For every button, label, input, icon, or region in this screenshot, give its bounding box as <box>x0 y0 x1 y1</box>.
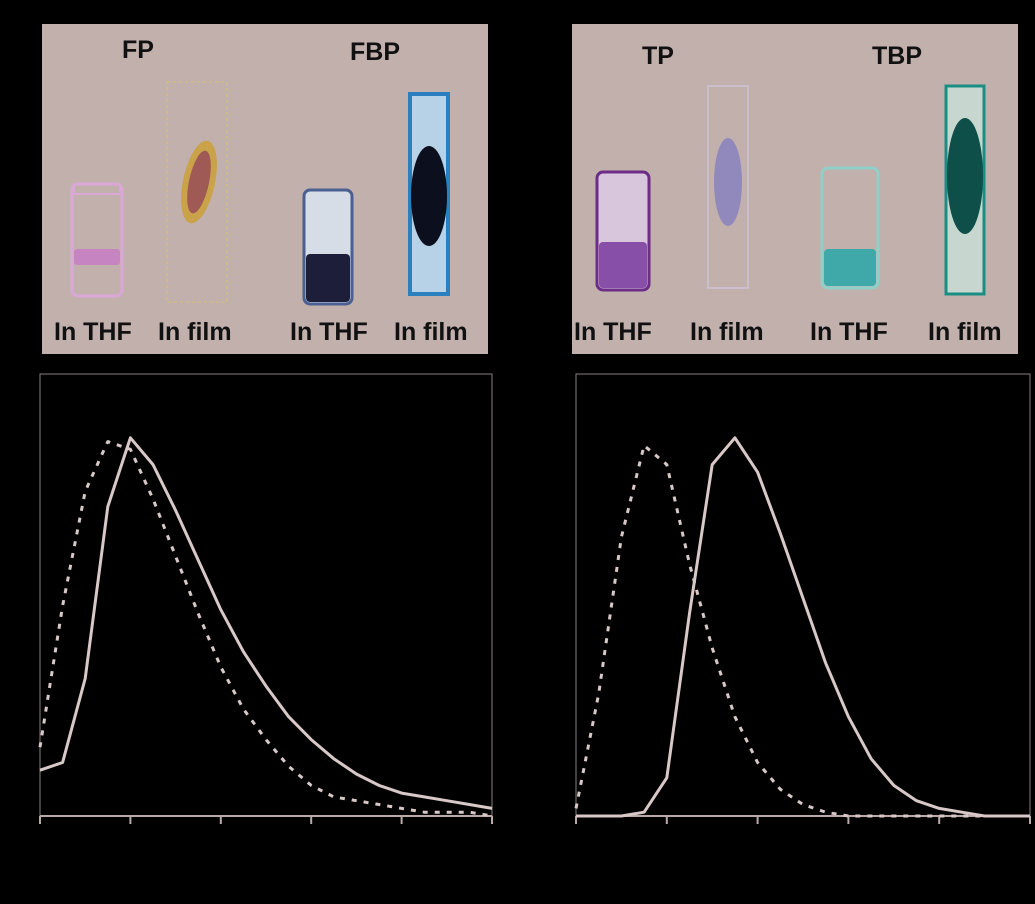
vial-tp-solution <box>599 242 647 288</box>
label-fp: FP <box>122 36 154 64</box>
caption-tp-film: In film <box>690 318 764 346</box>
series-line-solid <box>576 436 1030 818</box>
caption-tbp-film: In film <box>928 318 1002 346</box>
caption-fp-thf: In THF <box>54 318 132 346</box>
film-fbp-spot <box>411 146 447 246</box>
photo-panel-right: TP TBP In THF In film In THF In film <box>572 24 1018 354</box>
vial-fp <box>70 182 124 298</box>
label-fbp: FBP <box>350 38 400 66</box>
caption-tp-thf: In THF <box>574 318 652 346</box>
film-tp-spot <box>714 138 742 226</box>
film-tp <box>707 85 749 289</box>
label-tp: TP <box>642 42 674 70</box>
caption-fbp-film: In film <box>394 318 468 346</box>
caption-fp-film: In film <box>158 318 232 346</box>
emission-plot-left <box>38 373 493 824</box>
vial-fbp <box>302 188 354 306</box>
film-tbp <box>944 84 986 296</box>
vial-tbp <box>820 166 880 290</box>
vial-fbp-solution <box>306 254 350 302</box>
sample-illustrations-left <box>70 81 450 306</box>
label-tbp: TBP <box>872 42 922 70</box>
caption-fbp-thf: In THF <box>290 318 368 346</box>
film-fp <box>166 81 228 303</box>
film-tbp-spot <box>947 118 983 234</box>
vial-tbp-solution <box>824 249 876 286</box>
photo-panel-left: FP FBP In THF In film In THF In film <box>42 24 488 354</box>
vial-tp <box>595 170 651 292</box>
sample-illustrations-right <box>595 84 986 296</box>
film-fbp <box>408 92 450 296</box>
emission-plot-right <box>574 373 1031 824</box>
series-line-solid <box>39 436 493 810</box>
caption-tbp-thf: In THF <box>810 318 888 346</box>
series-line-dashed <box>574 444 1030 818</box>
series-line-dashed <box>38 440 493 818</box>
vial-fp-solution <box>74 249 120 265</box>
